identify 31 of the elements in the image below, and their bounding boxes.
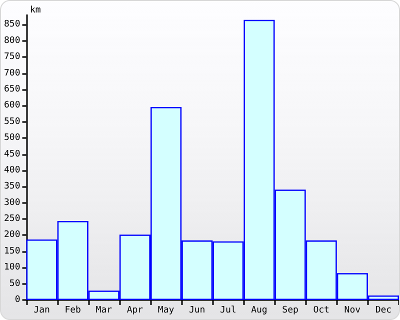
y-tick-label: 50	[9, 278, 20, 289]
y-axis-title: km	[30, 6, 41, 16]
x-tick-label: Mar	[96, 306, 113, 316]
y-tick-label: 850	[4, 20, 20, 30]
y-tick-label: 300	[4, 198, 20, 208]
y-tick-label: 700	[4, 68, 20, 78]
y-tick-label: 200	[4, 230, 20, 240]
x-tick-label: Dec	[375, 306, 392, 316]
y-tick-label: 600	[4, 100, 20, 111]
y-tick-label: 150	[4, 246, 20, 256]
x-tick-label: Sep	[282, 306, 298, 316]
y-tick-label: 0	[14, 295, 20, 305]
x-tick-label: Jul	[220, 306, 236, 316]
y-tick-label: 350	[4, 182, 20, 192]
x-tick-label: Oct	[313, 306, 330, 316]
x-tick-label: Jun	[188, 306, 206, 316]
y-tick-label: 750	[4, 52, 20, 62]
y-tick-label: 100	[4, 262, 20, 273]
x-tick-label: Apr	[126, 306, 144, 316]
y-tick-label: 650	[4, 84, 20, 94]
y-tick-label: 250	[4, 214, 20, 224]
x-tick-label: Nov	[344, 306, 361, 316]
x-tick-label: Aug	[251, 306, 268, 316]
x-tick-label: May	[158, 306, 175, 316]
y-tick-label: 500	[4, 133, 20, 144]
x-tick-label: Feb	[64, 306, 81, 316]
x-tick-label: Jan	[34, 306, 50, 316]
y-tick-label: 400	[4, 165, 20, 176]
y-tick-label: 800	[4, 36, 20, 46]
y-tick-label: 450	[4, 149, 20, 160]
y-tick-label: 550	[4, 116, 20, 127]
